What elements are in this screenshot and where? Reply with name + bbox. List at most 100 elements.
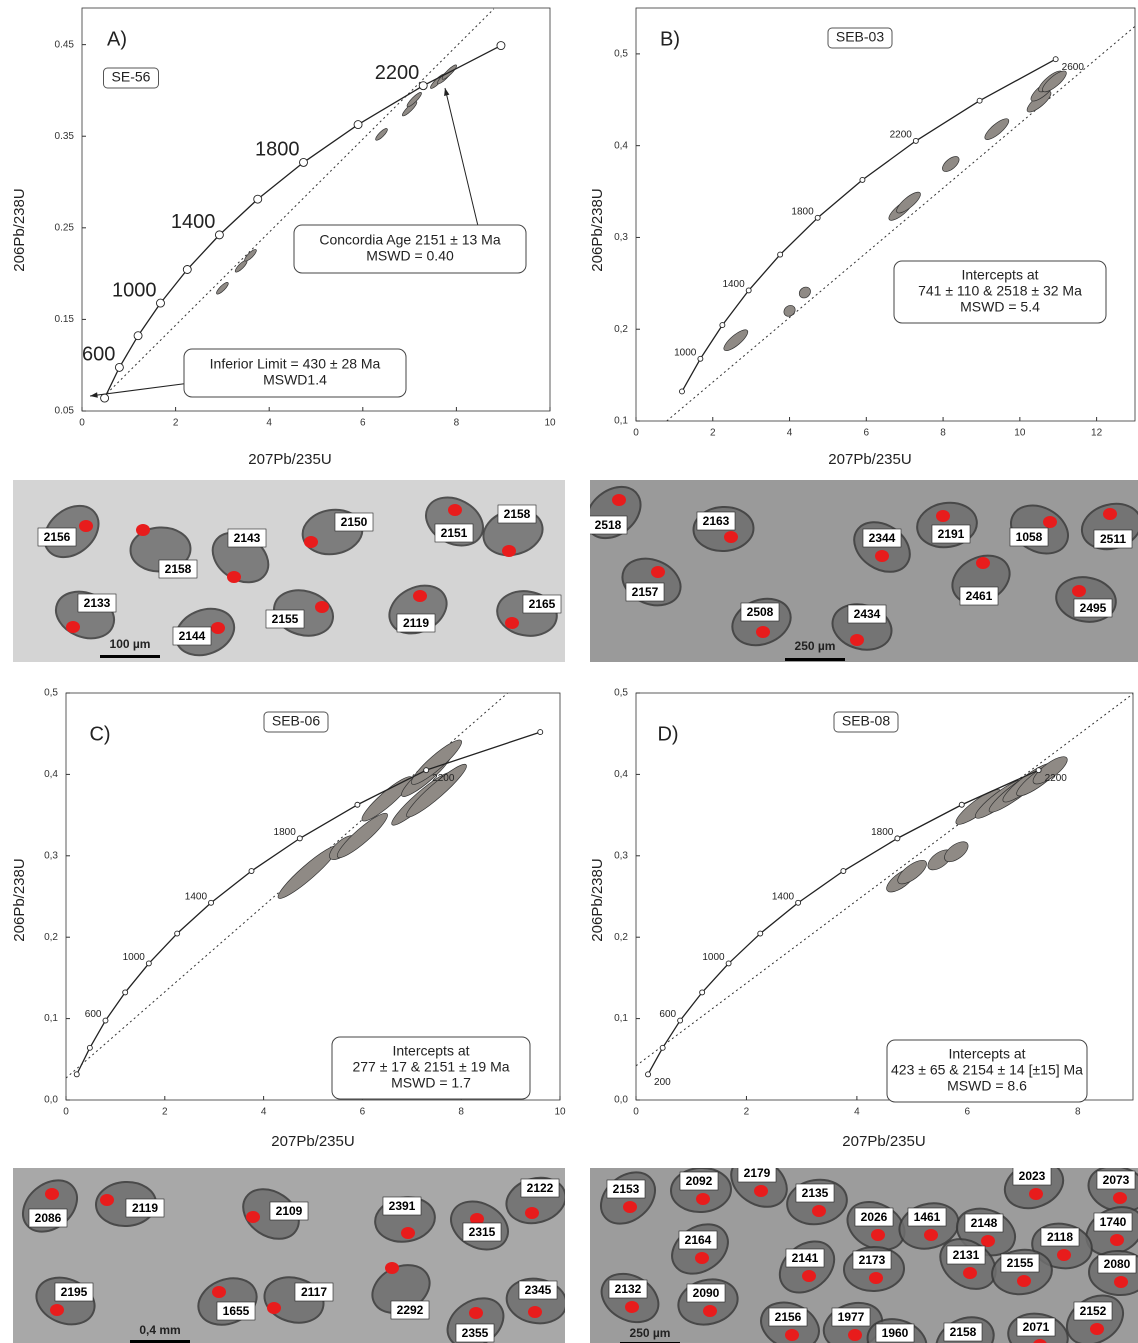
spot [695, 1252, 709, 1264]
spot [696, 1193, 710, 1205]
grain-age: 2144 [179, 629, 206, 643]
spot [1113, 1192, 1127, 1204]
x-tick-label: 4 [787, 428, 793, 439]
annotation-text: MSWD1.4 [263, 372, 327, 388]
y-tick-label: 0,5 [614, 49, 628, 60]
concordia-marker [209, 900, 214, 905]
error-ellipse [721, 327, 750, 354]
spot [981, 1235, 995, 1247]
y-tick-label: 0,5 [44, 688, 58, 699]
x-tick-label: 2 [162, 1107, 168, 1118]
x-tick-label: 6 [360, 1107, 366, 1118]
annotation-text: Intercepts at [392, 1043, 469, 1059]
y-tick-label: 0,3 [614, 850, 628, 861]
grain-age: 2461 [966, 589, 993, 603]
concordia-marker [1036, 768, 1041, 773]
grain-age: 2023 [1019, 1169, 1046, 1183]
x-tick-label: 0 [633, 428, 639, 439]
concordia-marker [758, 931, 763, 936]
annotation-text: 277 ± 17 & 2151 ± 19 Ma [352, 1059, 509, 1075]
grain-age: 2132 [615, 1282, 642, 1296]
grain-age: 1655 [223, 1304, 250, 1318]
grain-age: 2092 [686, 1174, 713, 1188]
y-tick-label: 0,4 [614, 140, 628, 151]
concordia-marker [300, 158, 308, 166]
spot [625, 1301, 639, 1313]
spot [936, 510, 950, 522]
x-axis-label: 207Pb/235U [828, 451, 911, 468]
concordia-marker [698, 356, 703, 361]
x-tick-label: 6 [360, 418, 366, 429]
y-tick-label: 0.05 [55, 406, 75, 417]
x-tick-label: 10 [544, 418, 556, 429]
sample-label: SEB-06 [272, 713, 320, 729]
annotation-text: Intercepts at [948, 1046, 1025, 1062]
spot [871, 1229, 885, 1241]
grain-age: 2195 [61, 1285, 88, 1299]
age-label: 200 [654, 1077, 671, 1088]
grain-age: 2119 [132, 1201, 158, 1215]
grain-age: 2344 [869, 531, 896, 545]
spot [1057, 1249, 1071, 1261]
grain-age: 2315 [469, 1225, 496, 1239]
error-ellipse [374, 127, 389, 142]
panel-label: B) [660, 28, 680, 50]
grain-age: 2155 [1007, 1256, 1034, 1270]
arrow-head [444, 88, 449, 96]
y-tick-label: 0,2 [44, 932, 58, 943]
plot-frame [636, 8, 1135, 421]
concordia-marker [87, 1045, 92, 1050]
concordia-marker [841, 869, 846, 874]
annotation-text: 741 ± 110 & 2518 ± 32 Ma [918, 283, 1082, 299]
spot [754, 1185, 768, 1197]
spot [401, 1227, 415, 1239]
x-axis-label: 207Pb/235U [842, 1133, 925, 1150]
y-tick-label: 0,2 [614, 324, 628, 335]
grain-age: 2391 [389, 1199, 416, 1213]
x-tick-label: 4 [261, 1107, 267, 1118]
grain-age: 2156 [775, 1310, 802, 1324]
annotation-text: Intercepts at [961, 267, 1038, 283]
concordia-marker [424, 768, 429, 773]
age-label: 1800 [274, 827, 297, 838]
concordia-marker [815, 215, 820, 220]
x-tick-label: 4 [854, 1107, 860, 1118]
spot [50, 1304, 64, 1316]
spot [1043, 516, 1057, 528]
grain-age: 2026 [861, 1210, 888, 1224]
age-label: 600 [82, 344, 115, 366]
y-axis-label: 206Pb/238U [589, 858, 606, 941]
concordia-marker [215, 231, 223, 239]
x-axis-label: 207Pb/235U [271, 1133, 354, 1150]
concordia-marker [860, 177, 865, 182]
spot [963, 1267, 977, 1279]
y-axis-label: 206Pb/238U [11, 858, 28, 941]
age-label: 1400 [772, 891, 795, 902]
concordia-marker [746, 288, 751, 293]
panel-label: A) [107, 28, 127, 50]
discordia-line [107, 9, 494, 394]
y-tick-label: 0,2 [614, 932, 628, 943]
grain-age: 2073 [1103, 1173, 1130, 1187]
y-tick-label: 0.15 [55, 314, 75, 325]
grain-age: 1977 [838, 1310, 865, 1324]
concordia-marker [778, 252, 783, 257]
error-ellipse [982, 116, 1011, 143]
grain-age: 2292 [397, 1303, 424, 1317]
x-tick-label: 0 [63, 1107, 69, 1118]
zircon-panel: 2156215821432150215121582133214421552119… [13, 480, 565, 663]
age-label: 1000 [702, 952, 725, 963]
grain-age: 2117 [301, 1285, 327, 1299]
spot [724, 531, 738, 543]
grain-age: 2148 [971, 1216, 998, 1230]
x-tick-label: 10 [1014, 428, 1026, 439]
age-label: 600 [659, 1009, 676, 1020]
y-tick-label: 0,1 [614, 416, 628, 427]
zircon-panel: 2153209221792135202614612148202320731740… [590, 1147, 1138, 1343]
spot [612, 494, 626, 506]
spot [976, 557, 990, 569]
x-axis-label: 207Pb/235U [248, 451, 331, 468]
panel-label: D) [657, 723, 678, 745]
